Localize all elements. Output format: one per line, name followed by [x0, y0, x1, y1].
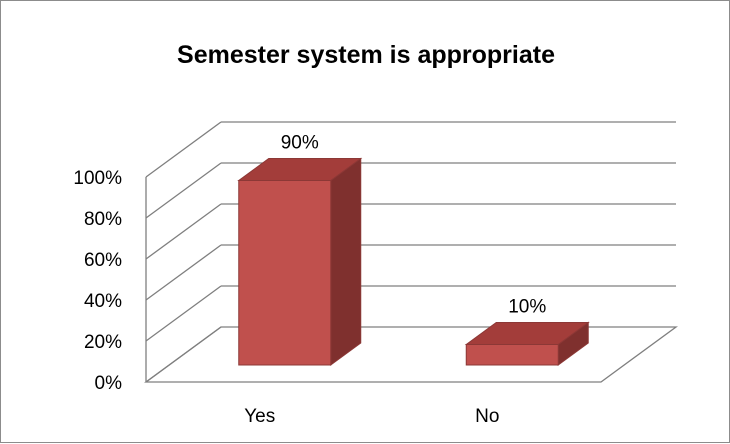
- side-wall-gridline: [145, 326, 222, 383]
- bar-side: [330, 157, 362, 366]
- x-tick-label: No: [475, 406, 499, 427]
- y-tick-label: 0%: [95, 373, 123, 394]
- x-tick-label: Yes: [244, 406, 275, 427]
- side-wall-gridline: [145, 162, 222, 219]
- y-tick-label: 100%: [73, 168, 122, 189]
- chart-floor: [144, 326, 678, 383]
- data-label: 10%: [508, 297, 546, 318]
- y-tick-label: 40%: [84, 291, 122, 312]
- y-tick-label: 20%: [84, 332, 122, 353]
- side-wall-gridline: [145, 244, 222, 301]
- chart-title: Semester system is appropriate: [177, 41, 555, 69]
- side-wall-gridline: [145, 285, 222, 342]
- side-wall-gridline: [145, 121, 222, 178]
- y-tick-label: 80%: [84, 209, 122, 230]
- data-label: 90%: [281, 133, 319, 154]
- bar: [238, 180, 332, 366]
- y-tick-label: 60%: [84, 250, 122, 271]
- side-wall-gridline: [145, 203, 222, 260]
- bar: [465, 344, 559, 366]
